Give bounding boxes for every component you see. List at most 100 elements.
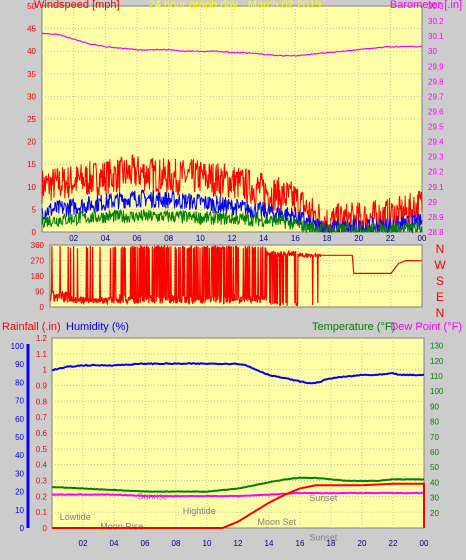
barometer-tick: 30.3 [428,2,444,11]
rainfall-tick: 0.2 [36,492,48,501]
humidity-tick: 80 [15,378,24,387]
x-tick: 12 [228,234,237,243]
barometer-tick: 30.2 [428,17,444,26]
rainfall-axis-ticks: 0 0.1 0.2 0.3 0.4 0.5 0.6 0.7 0.8 0.9 1 1.1 1.2 [36,334,48,533]
x-tick: 08 [164,234,173,243]
windspeed-tick: 0 [32,228,37,237]
barometer-tick: 28.9 [428,213,444,222]
barometer-tick: 29.4 [428,138,444,147]
barometer-axis-label: Barometer [.in] [390,0,462,11]
humidity-temp-series [51,362,425,529]
x-tick: 20 [354,234,363,243]
dewpoint-line [51,491,425,498]
barometer-tick: 29.1 [428,183,444,192]
x-tick: 12 [234,539,243,548]
humidity-tick: 10 [15,506,24,515]
humidity-line [51,362,425,385]
x-tick: 00 [418,234,427,243]
wind-avg-line [41,189,423,234]
barometer-tick: 29.7 [428,92,444,101]
x-tick: 16 [291,234,300,243]
temperature-tick: 60 [430,448,439,457]
x-tick: 22 [386,234,395,243]
astro-event-label: Sunset [309,533,338,543]
rainfall-tick: 1.1 [36,350,48,359]
direction-tick: 90 [35,288,44,297]
temperature-axis-ticks: 20 30 40 50 60 70 80 90 100 110 120 130 [430,342,444,518]
windspeed-tick: 5 [32,205,37,214]
compass-label: N [436,306,445,320]
humidity-tick: 100 [11,342,25,351]
rainfall-tick: 0.4 [36,461,48,470]
astro-event-label: Moon Set [257,517,296,527]
rainfall-tick: 1 [43,366,48,375]
astro-event-label: Sunset [309,493,338,503]
x-tick: 18 [327,539,336,548]
humidity-axis-label: Humidity (%) [66,321,129,333]
compass-label: E [436,290,444,304]
humidity-tick: 30 [15,469,24,478]
rainfall-tick: 0 [43,524,48,533]
windspeed-tick: 35 [27,70,36,79]
x-tick: 02 [69,234,78,243]
barometer-tick: 29 [428,198,437,207]
windspeed-tick: 45 [27,25,36,34]
humidity-tick: 40 [15,451,24,460]
barometer-tick: 29.2 [428,168,444,177]
chart-title: 24 hour graph day - March 02 2019 [149,0,321,11]
barometer-line [41,32,423,57]
temperature-tick: 80 [430,418,439,427]
windspeed-tick: 20 [27,138,36,147]
direction-tick: 360 [31,241,45,250]
x-tick: 22 [389,539,398,548]
x-tick: 06 [141,539,150,548]
humidity-tick: 90 [15,360,24,369]
temperature-tick: 120 [430,357,444,366]
x-tick: 10 [196,234,205,243]
windspeed-axis-ticks: 0 5 10 15 20 25 30 35 40 45 50 [27,2,36,237]
rainfall-tick: 0.3 [36,477,48,486]
windspeed-tick: 10 [27,183,36,192]
humidity-tick: 0 [20,524,25,533]
x-tick: 10 [203,539,212,548]
direction-tick: 180 [31,272,45,281]
barometer-tick: 29.8 [428,77,444,86]
x-tick: 04 [101,234,110,243]
x-tick: 02 [79,539,88,548]
temperature-tick: 30 [430,494,439,503]
compass-label: N [436,242,445,256]
rainfall-tick: 0.9 [36,382,48,391]
windspeed-tick: 25 [27,115,36,124]
x-tick: 18 [323,234,332,243]
barometer-tick: 30 [428,47,437,56]
temperature-tick: 110 [430,372,443,381]
x-tick: 06 [133,234,142,243]
wind-low-line [41,208,423,234]
x-tick: 14 [265,539,274,548]
astro-event-label: Moon Rise [100,522,143,532]
x-tick: 16 [296,539,305,548]
temperature-tick: 130 [430,342,444,351]
barometer-tick: 29.5 [428,123,444,132]
rainfall-tick: 0.1 [36,508,48,517]
rainfall-line [52,482,425,529]
barometer-tick: 30.1 [428,32,444,41]
humidity-tick: 50 [15,433,24,442]
rainfall-tick: 0.6 [36,429,48,438]
temperature-tick: 70 [430,433,439,442]
humidity-tick: 60 [15,415,24,424]
temperature-line [51,476,425,493]
windspeed-axis-label: Windspeed [mph] [34,0,120,11]
astro-event-label: Hightide [183,506,216,516]
temperature-tick: 20 [430,509,439,518]
temperature-tick: 50 [430,463,439,472]
rainfall-tick: 1.2 [36,334,48,343]
x-tick: 00 [420,539,429,548]
x-tick: 14 [259,234,268,243]
direction-tick: 0 [40,303,45,312]
direction-tick: 270 [31,257,45,266]
temperature-tick: 90 [430,402,439,411]
